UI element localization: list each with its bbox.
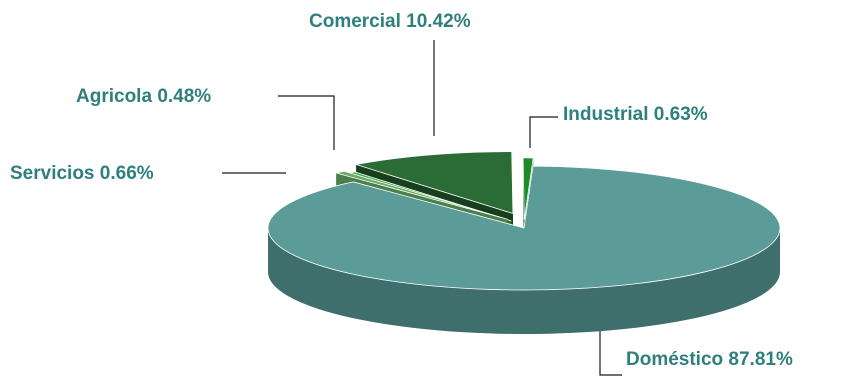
- leader-line-domestico: [599, 330, 622, 376]
- leader-lines: [222, 40, 622, 376]
- slice-top: [522, 157, 534, 220]
- slice-top: [355, 151, 514, 215]
- slice-label-value: 0.48%: [157, 86, 212, 107]
- slice-label-agricola: Agricola 0.48%: [76, 87, 211, 106]
- slice-label-servicios: Servicios 0.66%: [10, 164, 154, 183]
- slice-label-value: 87.81%: [728, 349, 793, 370]
- slice-label-name: Doméstico: [626, 349, 724, 370]
- leader-line-industrial: [529, 116, 558, 148]
- slice-label-domestico: Doméstico 87.81%: [626, 350, 793, 369]
- slice-top: [267, 165, 781, 291]
- leader-line-agricola: [278, 95, 335, 150]
- slice-label-name: Servicios: [10, 163, 95, 184]
- slice-label-name: Comercial: [309, 11, 401, 32]
- pie-slices: [267, 151, 781, 334]
- slice-label-comercial: Comercial 10.42%: [309, 12, 471, 31]
- slice-label-industrial: Industrial 0.63%: [563, 105, 708, 124]
- slice-label-name: Industrial: [563, 104, 649, 125]
- slice-label-value: 0.66%: [99, 163, 154, 184]
- slice-label-value: 10.42%: [406, 11, 471, 32]
- slice-side-wall: [268, 228, 780, 334]
- slice-label-name: Agricola: [76, 86, 153, 107]
- pie-slice-domestico: [267, 165, 781, 334]
- slice-top: [336, 170, 508, 220]
- slice-label-value: 0.63%: [653, 104, 708, 125]
